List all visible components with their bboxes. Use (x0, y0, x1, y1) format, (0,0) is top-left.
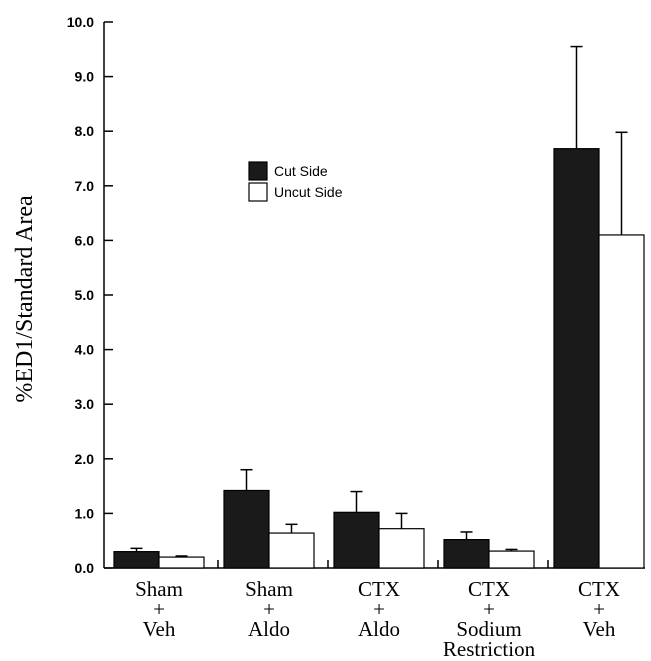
y-axis: 0.0 1.0 2.0 3.0 4.0 5.0 6.0 7.0 8.0 9.0 10.0 (67, 14, 113, 576)
category-label: + (373, 597, 385, 621)
y-tick-label: 1.0 (75, 505, 95, 521)
y-tick-label: 2.0 (75, 451, 95, 467)
legend-swatch (248, 161, 268, 181)
category-label: Restriction (443, 637, 536, 661)
y-tick-label: 9.0 (75, 69, 95, 85)
category-label: Aldo (358, 617, 400, 641)
y-tick-label: 6.0 (75, 232, 95, 248)
y-tick-label: 3.0 (75, 396, 95, 412)
category-label: + (483, 597, 495, 621)
bar-series (113, 45, 645, 569)
y-tick-label: 4.0 (75, 342, 95, 358)
category-label: + (593, 597, 605, 621)
category-label: Aldo (248, 617, 290, 641)
legend-swatch (248, 182, 268, 202)
category-label: Sham (245, 577, 293, 601)
category-labels: Sham+VehSham+AldoCTX+AldoCTX+SodiumRestr… (135, 577, 620, 661)
category-label: CTX (578, 577, 620, 601)
category-label: Veh (143, 617, 176, 641)
bar-uncut-side (488, 550, 535, 569)
y-tick-label: 0.0 (75, 560, 95, 576)
category-label: + (153, 597, 165, 621)
bar-cut-side (443, 539, 490, 569)
legend: Cut Side Uncut Side (248, 161, 343, 202)
y-axis-title: %ED1/Standard Area (12, 195, 38, 403)
legend-label: Uncut Side (274, 184, 343, 200)
category-label: Sham (135, 577, 183, 601)
bar-uncut-side (598, 234, 645, 569)
category-label: CTX (468, 577, 510, 601)
bar-uncut-side (378, 528, 425, 569)
y-tick-label: 5.0 (75, 287, 95, 303)
y-tick-label: 8.0 (75, 123, 95, 139)
bar-cut-side (113, 551, 160, 569)
y-tick-label: 10.0 (67, 14, 94, 30)
category-label: Veh (583, 617, 616, 641)
bar-cut-side (333, 511, 380, 569)
category-label: + (263, 597, 275, 621)
bar-cut-side (223, 489, 270, 569)
bar-cut-side (553, 148, 600, 569)
category-label: Sodium (456, 617, 521, 641)
legend-label: Cut Side (274, 163, 328, 179)
y-tick-label: 7.0 (75, 178, 95, 194)
bar-uncut-side (268, 532, 315, 569)
category-label: CTX (358, 577, 400, 601)
bar-uncut-side (158, 556, 205, 569)
